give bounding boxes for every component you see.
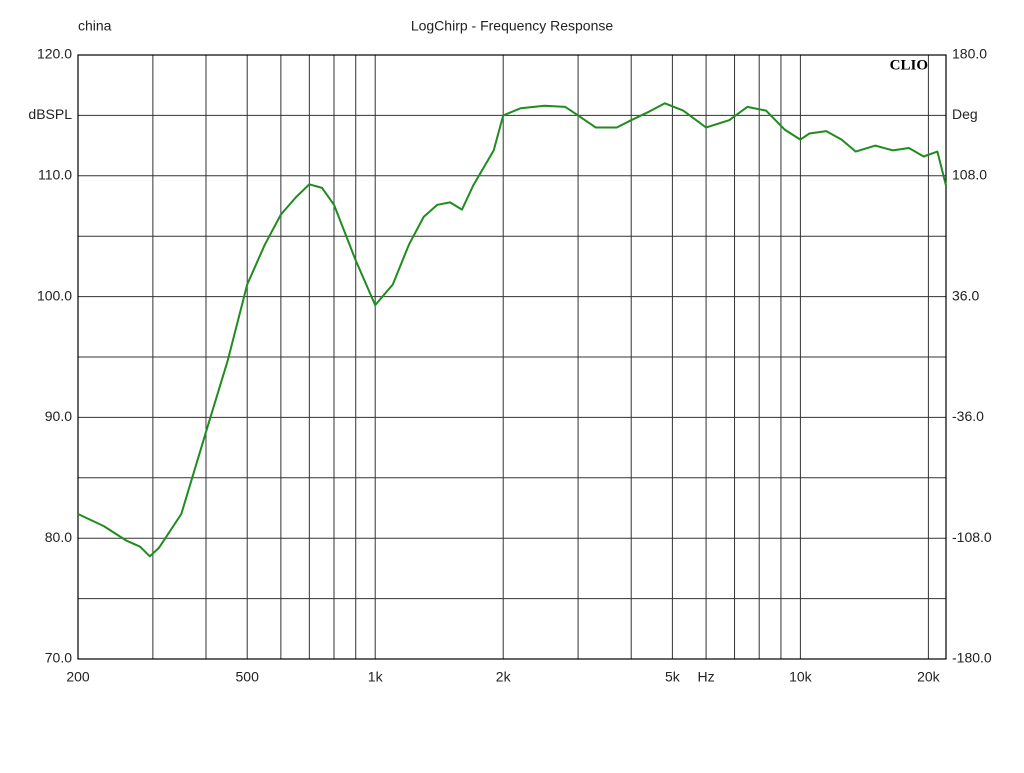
x-axis-label: Hz (698, 669, 715, 685)
x-tick-label: 10k (789, 669, 813, 685)
y2-tick-label: -180.0 (952, 650, 992, 666)
y-tick-label: 70.0 (45, 650, 72, 666)
y2-tick-label: 180.0 (952, 46, 987, 62)
y2-tick-label: -108.0 (952, 529, 992, 545)
y-tick-label: 120.0 (37, 46, 72, 62)
y-axis-label: dBSPL (28, 106, 72, 122)
x-tick-label: 5k (665, 669, 681, 685)
chart-title: LogChirp - Frequency Response (411, 18, 614, 34)
y-tick-label: 80.0 (45, 529, 72, 545)
y-tick-label: 110.0 (38, 167, 72, 183)
y-tick-label: 90.0 (45, 408, 72, 424)
plot-frame (77, 54, 947, 660)
y2-tick-label: 108.0 (952, 167, 987, 183)
x-tick-label: 500 (236, 669, 260, 685)
brand: CLIO (890, 57, 928, 73)
y-tick-label: 100.0 (37, 287, 72, 303)
x-tick-label: 1k (368, 669, 384, 685)
x-tick-label: 200 (66, 669, 90, 685)
y2-tick-label: 36.0 (952, 287, 979, 303)
top-left-text: china (78, 18, 112, 34)
response-line (77, 102, 947, 558)
x-tick-label: 20k (917, 669, 941, 685)
y2-axis-label: Deg (952, 106, 978, 122)
y2-tick-label: -36.0 (952, 408, 984, 424)
x-tick-label: 2k (496, 669, 512, 685)
